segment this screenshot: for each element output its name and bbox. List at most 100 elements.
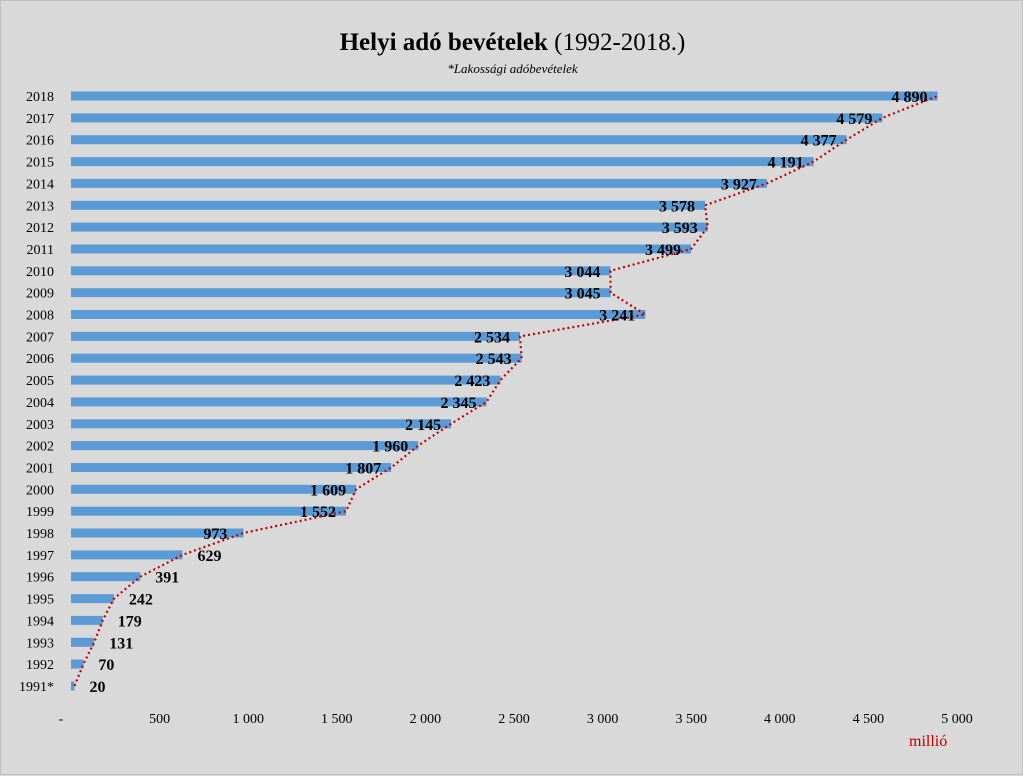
data-label-1998: 973 bbox=[203, 526, 227, 543]
bar-1996 bbox=[71, 572, 141, 582]
data-label-2006: 2 543 bbox=[476, 351, 512, 368]
chart-title-main: Helyi adó bevételek bbox=[339, 29, 548, 56]
category-label-2007: 2007 bbox=[26, 330, 54, 345]
data-label-1994: 179 bbox=[118, 613, 142, 630]
data-label-2017: 4 579 bbox=[836, 111, 872, 128]
trendline bbox=[73, 94, 938, 687]
bar-2009 bbox=[71, 288, 611, 298]
bar-1992 bbox=[71, 659, 84, 669]
category-label-2014: 2014 bbox=[26, 177, 54, 192]
x-tick-label-0: - bbox=[59, 712, 64, 727]
data-label-2012: 3 593 bbox=[662, 220, 698, 237]
bar-2018 bbox=[71, 91, 938, 101]
chart-title-suffix: (1992-2018.) bbox=[554, 29, 686, 56]
category-label-1998: 1998 bbox=[26, 527, 54, 542]
bar-2001 bbox=[71, 463, 392, 472]
category-label-2001: 2001 bbox=[26, 462, 54, 477]
x-tick-label-10: 5 000 bbox=[941, 712, 973, 727]
x-tick-label-2: 1 000 bbox=[232, 712, 264, 727]
data-label-2000: 1 609 bbox=[310, 482, 346, 499]
bar-2012 bbox=[71, 222, 708, 232]
category-label-2002: 2002 bbox=[26, 440, 54, 455]
data-label-1992: 70 bbox=[98, 657, 114, 674]
bar-2000 bbox=[71, 484, 357, 494]
x-tick-label-3: 1 500 bbox=[321, 712, 353, 727]
data-label-2016: 4 377 bbox=[801, 133, 837, 150]
chart-subtitle: *Lakossági adóbevételek bbox=[447, 61, 578, 76]
category-label-1997: 1997 bbox=[26, 549, 54, 564]
data-label-2009: 3 045 bbox=[565, 286, 601, 303]
bar-2010 bbox=[71, 266, 611, 276]
data-label-2018: 4 890 bbox=[892, 89, 928, 106]
category-label-2004: 2004 bbox=[26, 396, 54, 411]
bar-1993 bbox=[71, 637, 95, 647]
data-label-1999: 1 552 bbox=[300, 504, 336, 521]
bar-2013 bbox=[71, 200, 705, 210]
category-label-2008: 2008 bbox=[26, 309, 54, 324]
category-label-2017: 2017 bbox=[26, 112, 54, 127]
bar-2011 bbox=[71, 244, 691, 254]
category-label-2011: 2011 bbox=[27, 243, 54, 258]
bar-2006 bbox=[71, 353, 522, 363]
chart-title: Helyi adó bevételek (1992-2018.) bbox=[1, 29, 1023, 57]
category-label-2013: 2013 bbox=[26, 199, 54, 214]
category-label-1999: 1999 bbox=[26, 505, 54, 520]
bar-2003 bbox=[71, 419, 452, 429]
category-label-2006: 2006 bbox=[26, 352, 54, 367]
data-label-2002: 1 960 bbox=[372, 439, 408, 456]
bar-2008 bbox=[71, 310, 646, 319]
category-label-2016: 2016 bbox=[26, 134, 54, 149]
bar-2014 bbox=[71, 178, 767, 188]
category-label-1993: 1993 bbox=[26, 636, 54, 651]
data-label-2010: 3 044 bbox=[564, 264, 600, 281]
data-label-1993: 131 bbox=[109, 635, 133, 652]
bar-1997 bbox=[71, 550, 183, 560]
data-label-2007: 2 534 bbox=[474, 329, 510, 346]
data-label-2008: 3 241 bbox=[599, 308, 635, 325]
data-label-1997: 629 bbox=[198, 548, 222, 565]
category-label-2012: 2012 bbox=[26, 221, 54, 236]
category-label-1994: 1994 bbox=[26, 614, 54, 629]
category-label-1992: 1992 bbox=[26, 658, 54, 673]
category-label-2003: 2003 bbox=[26, 418, 54, 433]
data-label-2004: 2 345 bbox=[441, 395, 477, 412]
bar-2004 bbox=[71, 397, 487, 407]
category-label-1995: 1995 bbox=[26, 593, 54, 608]
bar-1998 bbox=[71, 528, 244, 538]
data-label-2015: 4 191 bbox=[768, 155, 804, 172]
bar-2005 bbox=[71, 375, 501, 385]
x-tick-label-6: 3 000 bbox=[587, 712, 619, 727]
x-tick-label-8: 4 000 bbox=[764, 712, 796, 727]
bar-2016 bbox=[71, 135, 847, 145]
data-label-2013: 3 578 bbox=[659, 198, 695, 215]
bar-1991* bbox=[71, 681, 75, 691]
bar-1999 bbox=[71, 506, 346, 516]
data-label-2001: 1 807 bbox=[345, 461, 381, 478]
category-label-2018: 2018 bbox=[26, 90, 54, 105]
bar-2007 bbox=[71, 331, 520, 341]
x-tick-label-5: 2 500 bbox=[498, 712, 530, 727]
data-label-2014: 3 927 bbox=[721, 176, 757, 193]
bar-1995 bbox=[71, 594, 114, 604]
data-label-2011: 3 499 bbox=[645, 242, 681, 259]
category-label-2009: 2009 bbox=[26, 287, 54, 302]
data-label-2005: 2 423 bbox=[454, 373, 490, 390]
category-label-2000: 2000 bbox=[26, 483, 54, 498]
bar-1994 bbox=[71, 615, 103, 625]
x-tick-label-7: 3 500 bbox=[675, 712, 707, 727]
category-label-1991*: 1991* bbox=[19, 680, 54, 695]
bar-2017 bbox=[71, 113, 883, 123]
bar-2002 bbox=[71, 441, 419, 451]
x-tick-label-1: 500 bbox=[149, 712, 170, 727]
category-label-2005: 2005 bbox=[26, 374, 54, 389]
data-label-2003: 2 145 bbox=[405, 417, 441, 434]
category-label-1996: 1996 bbox=[26, 571, 54, 586]
x-tick-label-4: 2 000 bbox=[410, 712, 442, 727]
x-tick-label-9: 4 500 bbox=[853, 712, 885, 727]
category-label-2010: 2010 bbox=[26, 265, 54, 280]
data-label-1991*: 20 bbox=[90, 679, 106, 696]
data-label-1995: 242 bbox=[129, 592, 153, 609]
data-label-1996: 391 bbox=[155, 570, 179, 587]
